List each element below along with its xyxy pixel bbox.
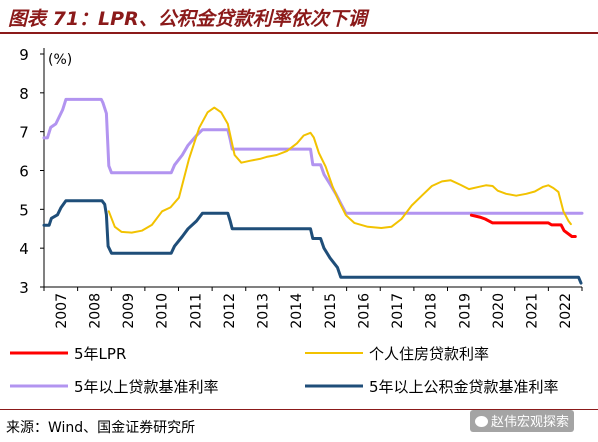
legend-label-2: 个人住房贷款利率 (369, 345, 489, 363)
line-chart: 3 4 5 6 7 8 9 2007 2008 2009 2010 2011 2012 2013 2014 2… (10, 46, 584, 396)
y-tick-label: 8 (19, 85, 29, 103)
series-line-2 (107, 106, 572, 234)
x-tick-label: 2007 (54, 293, 70, 329)
y-tick-label: 9 (19, 46, 29, 64)
x-tick-label: 2022 (558, 293, 574, 329)
x-tick-label: 2012 (222, 293, 238, 329)
x-tick-label: 2016 (356, 293, 372, 329)
source-note: 来源：Wind、国金证券研究所 (6, 420, 196, 436)
x-tick-label: 2010 (155, 293, 171, 329)
y-tick-label: 3 (19, 279, 29, 297)
x-tick-label: 2018 (424, 293, 440, 329)
x-tick-label: 2011 (188, 293, 204, 329)
y-tick-label: 4 (19, 240, 29, 258)
legend: 5年LPR 个人住房贷款利率 5年以上贷款基准利率 5年以上公积金贷款基准利率 (10, 345, 559, 396)
x-tick-label: 2013 (256, 293, 272, 329)
x-tick-label: 2020 (491, 293, 507, 329)
series-line-1 (469, 213, 577, 238)
title-rule (0, 32, 598, 34)
y-unit-label: (%) (48, 52, 72, 68)
legend-label-4: 5年以上公积金贷款基准利率 (369, 378, 559, 396)
watermark: 赵伟宏观探索 (470, 410, 575, 432)
wechat-icon (475, 416, 488, 427)
figure-title: 图表 71：LPR、公积金贷款利率依次下调 (8, 8, 367, 30)
x-tick-label: 2021 (525, 293, 541, 329)
x-tick-label: 2017 (390, 293, 406, 329)
series-line-3 (42, 97, 584, 215)
legend-label-1: 5年LPR (74, 345, 126, 363)
y-tick-label: 7 (19, 124, 29, 142)
legend-label-3: 5年以上贷款基准利率 (74, 378, 219, 396)
x-tick-label: 2009 (121, 293, 137, 329)
x-tick-label: 2019 (457, 293, 473, 329)
x-tick-label: 2015 (323, 293, 339, 329)
x-tick-label: 2008 (87, 293, 103, 329)
series-line-4 (42, 199, 583, 285)
watermark-text: 赵伟宏观探索 (491, 415, 570, 430)
chart-axes: 3 4 5 6 7 8 9 2007 2008 2009 2010 2011 2012 2013 2014 2… (19, 46, 583, 329)
series-layer (42, 97, 584, 285)
source-rule (0, 409, 598, 410)
x-tick-label: 2014 (289, 293, 305, 329)
y-tick-label: 6 (19, 163, 29, 181)
y-tick-label: 5 (19, 201, 29, 219)
